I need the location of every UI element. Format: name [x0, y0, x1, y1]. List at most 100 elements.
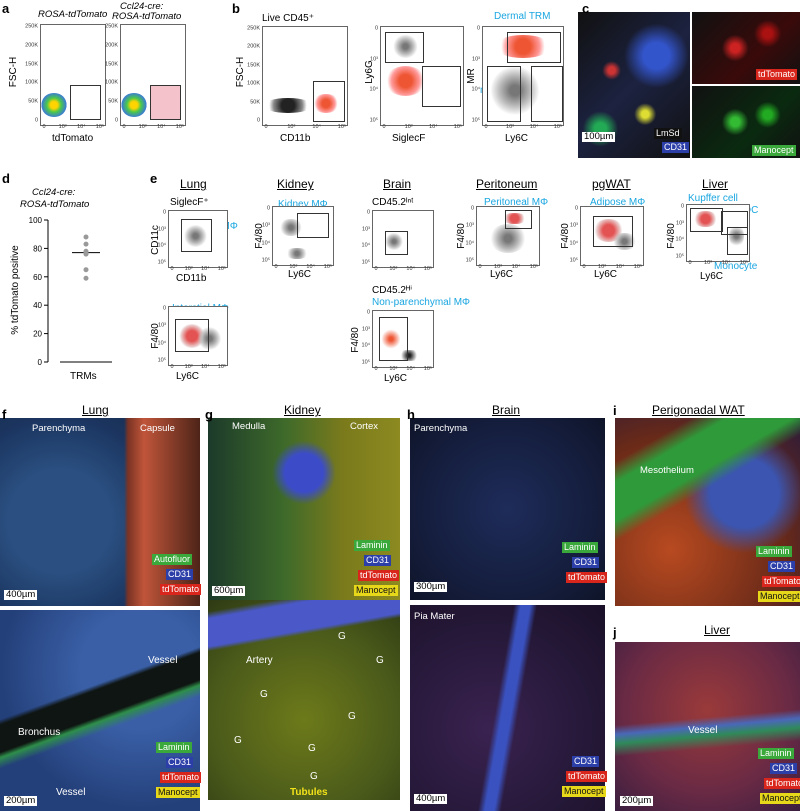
gate: [504, 209, 532, 230]
tissue-heading: Liver: [702, 177, 729, 191]
legend-entry: tdTomato: [762, 576, 800, 587]
population: Monocyte: [714, 261, 758, 272]
y-tick-label: 0: [366, 309, 370, 316]
legend-entry: CD31: [166, 757, 194, 768]
gate: [69, 85, 101, 120]
gate: [379, 316, 408, 361]
contour: [495, 34, 551, 59]
legend-entry: tdTomato: [764, 778, 800, 789]
axis-title: Ly6C: [176, 371, 199, 382]
data-point: [83, 251, 89, 257]
y-tick-label: 0: [38, 358, 43, 367]
gate: [385, 230, 408, 255]
y-tick-label: 150K: [247, 62, 260, 69]
axis-title: Ly6G: [364, 60, 375, 84]
y-tick-label: 10⁴: [471, 86, 480, 93]
flow-plot: [580, 206, 644, 266]
legend-entry: CD31: [768, 561, 796, 572]
y-tick-label: 10³: [262, 222, 270, 229]
gate-title: Live CD45⁺: [262, 13, 314, 24]
axis-title: Ly6C: [594, 269, 617, 280]
y-tick-label: 150K: [105, 60, 118, 67]
structure-label: Vessel: [688, 725, 718, 736]
tissue-heading: Lung: [82, 403, 109, 417]
region-label: Medulla: [232, 421, 266, 432]
region-label: Capsule: [140, 423, 175, 434]
image-g-top: [208, 418, 400, 600]
y-tick-label: 50K: [108, 98, 118, 105]
y-tick-label: 100K: [105, 79, 118, 86]
contour: [394, 350, 424, 362]
x-tick-label: 0: [42, 124, 46, 130]
x-tick-label: 10⁵: [633, 264, 643, 270]
region-label: Parenchyma: [32, 423, 86, 434]
y-tick-label: 10⁴: [157, 242, 166, 249]
axis-title: FSC-H: [8, 56, 19, 88]
tissue-heading: Perigonadal WAT: [652, 403, 745, 417]
tissue-heading: Lung: [180, 177, 207, 191]
axis-title: FSC-H: [235, 56, 246, 88]
y-tick-label: 10³: [158, 322, 166, 329]
y-tick-label: 10⁵: [471, 117, 480, 124]
legend-entry: Autofluor: [152, 554, 193, 565]
y-tick-label: 0: [162, 209, 166, 216]
y-tick-label: 10³: [370, 55, 378, 62]
legend-entry: LmSd: [654, 128, 682, 139]
legend-entry: CD31: [662, 142, 690, 153]
structure-label: Artery: [246, 655, 273, 666]
flow-plot: [372, 310, 434, 368]
x-tick-label: 10³: [287, 124, 296, 130]
legend-entry: Manocept: [354, 585, 398, 596]
data-point: [83, 275, 89, 281]
y-tick-label: 100K: [247, 80, 260, 87]
flow-plot: [168, 306, 228, 366]
y-tick-label: 0: [374, 25, 378, 32]
y-tick-label: 10⁴: [369, 86, 378, 93]
flow-plot: [168, 210, 228, 268]
gate: [422, 66, 461, 108]
y-tick-label: 10⁵: [157, 259, 166, 266]
glomerulus-label: G: [348, 711, 356, 722]
y-tick-label: 10⁵: [465, 257, 474, 264]
y-tick-label: 10⁴: [157, 339, 166, 346]
gate: [690, 207, 724, 233]
contour: [198, 327, 222, 351]
gate: [727, 227, 748, 255]
x-tick-label: 10³: [184, 266, 193, 272]
axis-title: Ly6C: [505, 133, 528, 144]
axis-title: % tdTomato positive: [10, 245, 21, 335]
gate-title: CD45.2ᴴⁱ: [372, 285, 412, 296]
y-tick-label: 10⁴: [261, 239, 270, 246]
legend-entry: tdTomato: [756, 69, 798, 80]
x-tick-label: 10⁴: [201, 364, 210, 370]
y-tick-label: 0: [574, 205, 578, 212]
contour: [183, 225, 207, 248]
y-tick-label: 100: [29, 216, 43, 225]
glomerulus-label: G: [338, 631, 346, 642]
legend-entry: Manocept: [758, 591, 800, 602]
y-tick-label: 40: [33, 301, 42, 310]
gate: [593, 215, 633, 247]
axis-title: MR: [466, 68, 477, 84]
y-tick-label: 0: [476, 25, 480, 32]
x-tick-label: 10⁵: [423, 266, 433, 272]
data-point: [83, 234, 89, 240]
x-tick-label: 10⁴: [312, 124, 321, 130]
panel-label: f: [2, 407, 7, 422]
x-tick-label: 0: [170, 266, 174, 272]
contour: [285, 247, 309, 260]
chart-d: 0 20 40 60 80 100: [29, 216, 112, 367]
scale-bar: 200µm: [620, 795, 654, 806]
x-tick-label: 10⁴: [429, 124, 438, 130]
x-tick-label: 10⁴: [201, 266, 210, 272]
structure-label: Vessel: [56, 787, 86, 798]
structure-label: Mesothelium: [640, 465, 694, 476]
x-tick-label: 10⁵: [453, 124, 463, 130]
x-tick-label: 10⁵: [337, 124, 347, 130]
scale-bar: 400µm: [4, 589, 38, 600]
legend-entry: Laminin: [562, 542, 598, 553]
x-tick-label: 10⁵: [95, 124, 105, 130]
x-tick-label: 10³: [404, 124, 413, 130]
flow-plot: [120, 24, 186, 126]
